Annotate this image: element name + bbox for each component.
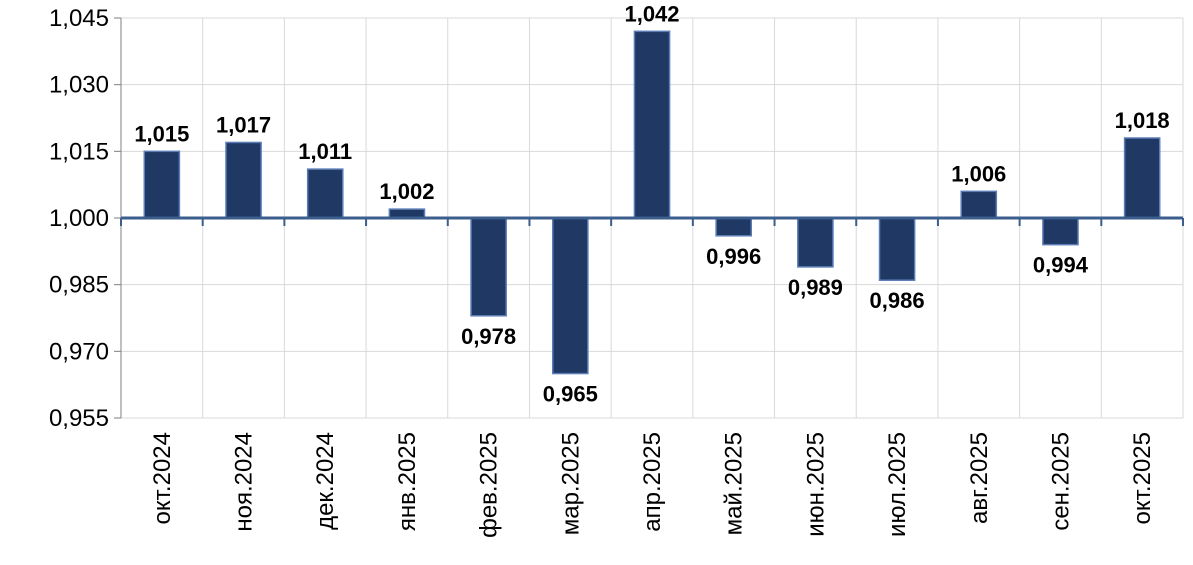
x-tick-label: окт.2025 <box>1129 432 1156 525</box>
x-tick-label: мар.2025 <box>557 432 584 535</box>
data-label: 1,015 <box>134 121 189 146</box>
bar <box>797 217 834 268</box>
bar <box>551 217 589 375</box>
data-label: 0,978 <box>461 324 516 349</box>
bar <box>143 150 181 219</box>
y-tick-label: 0,970 <box>49 338 109 365</box>
axes <box>114 17 1184 419</box>
y-tick-labels: 0,955 0,970 0,985 1,000 1,015 1,030 1,045 <box>49 5 109 432</box>
data-label: 1,018 <box>1115 108 1170 133</box>
x-tick-label: ноя.2024 <box>231 432 258 532</box>
bar <box>1123 137 1161 219</box>
x-tick-label: июн.2025 <box>802 432 829 537</box>
y-tick-label: 1,045 <box>49 5 109 32</box>
x-tick-label: янв.2025 <box>394 432 421 531</box>
x-tick-label: июл.2025 <box>884 432 911 537</box>
data-label: 1,017 <box>216 112 271 137</box>
data-label: 1,006 <box>951 161 1006 186</box>
y-tick-label: 1,030 <box>49 72 109 99</box>
y-tick-label: 1,015 <box>49 138 109 165</box>
data-label: 1,042 <box>624 1 679 26</box>
bar <box>715 217 753 237</box>
x-tick-label: апр.2025 <box>639 432 666 532</box>
data-label: 0,994 <box>1033 253 1089 278</box>
bar <box>878 217 916 281</box>
x-tick-label: авг.2025 <box>966 432 993 524</box>
y-tick-label: 1,000 <box>49 205 109 232</box>
bar <box>225 141 262 219</box>
x-tick-label: окт.2024 <box>149 432 176 525</box>
data-label: 0,965 <box>543 382 598 407</box>
x-tick-labels: окт.2024 ноя.2024 дек.2024 янв.2025 фев.2025… <box>149 432 1156 538</box>
data-label: 1,002 <box>379 179 434 204</box>
data-labels: 1,015 1,017 1,011 1,002 0,978 0,965 1,042 0,996… <box>134 1 1169 406</box>
bar <box>960 190 998 219</box>
x-tick-label: фев.2025 <box>476 432 503 538</box>
data-label: 0,986 <box>870 288 925 313</box>
y-tick-label: 0,985 <box>49 272 109 299</box>
bar <box>470 217 507 317</box>
data-label: 0,989 <box>788 275 843 300</box>
y-tick-label: 0,955 <box>49 405 109 432</box>
x-tick-label: сен.2025 <box>1047 432 1074 531</box>
data-label: 0,996 <box>706 244 761 269</box>
bar <box>633 30 671 219</box>
bar <box>306 168 344 219</box>
bar <box>1042 217 1079 246</box>
data-label: 1,011 <box>298 139 352 164</box>
x-tick-label: май.2025 <box>721 432 748 535</box>
x-tick-label: дек.2024 <box>312 432 339 530</box>
bars <box>143 30 1161 375</box>
